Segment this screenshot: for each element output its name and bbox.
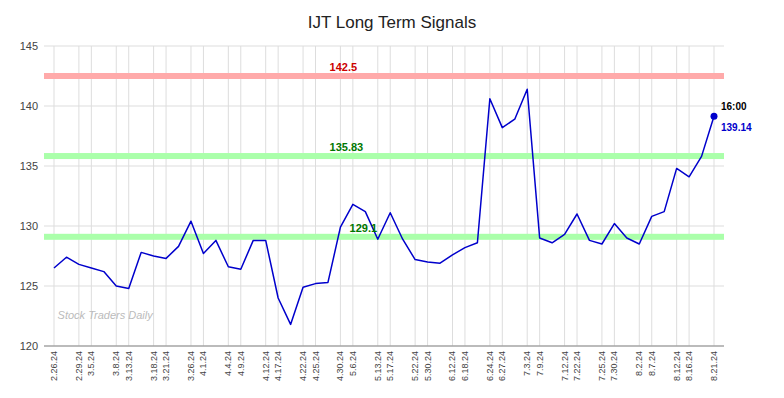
watermark: Stock Traders Daily <box>58 309 155 321</box>
x-grid-line <box>539 46 540 346</box>
x-grid-line <box>601 46 602 346</box>
x-grid-line <box>714 46 715 346</box>
x-tick-label: 3.18.24 <box>149 351 159 381</box>
signal-band <box>44 234 724 240</box>
x-tick-label: 8.21.24 <box>709 351 719 381</box>
x-tick-label: 4.17.24 <box>273 351 283 381</box>
x-tick-label: 3.21.24 <box>161 351 171 381</box>
y-tick-label: 130 <box>20 220 38 232</box>
x-grid-line <box>340 46 341 346</box>
x-tick-label: 4.12.24 <box>261 351 271 381</box>
y-tick-label: 135 <box>20 160 38 172</box>
x-tick-label: 7.3.24 <box>522 351 532 376</box>
end-time-label: 16:00 <box>721 101 747 112</box>
x-grid-line <box>190 46 191 346</box>
x-tick-label: 7.9.24 <box>535 351 545 376</box>
x-tick-label: 5.6.24 <box>348 351 358 376</box>
y-grid-line <box>44 166 724 167</box>
x-grid-line <box>452 46 453 346</box>
x-tick-label: 4.30.24 <box>335 351 345 381</box>
x-tick-label: 4.4.24 <box>223 351 233 376</box>
x-grid-line <box>203 46 204 346</box>
x-grid-line <box>128 46 129 346</box>
x-grid-line <box>689 46 690 346</box>
y-tick-label: 145 <box>20 40 38 52</box>
x-grid-line <box>502 46 503 346</box>
band-label: 129.1 <box>350 222 378 234</box>
x-tick-label: 2.29.24 <box>74 351 84 381</box>
x-tick-label: 4.25.24 <box>311 351 321 381</box>
x-tick-label: 3.8.24 <box>111 351 121 376</box>
y-tick-label: 120 <box>20 340 38 352</box>
x-grid-line <box>639 46 640 346</box>
x-tick-label: 7.12.24 <box>560 351 570 381</box>
x-grid-line <box>116 46 117 346</box>
x-tick-label: 8.16.24 <box>684 351 694 381</box>
x-tick-label: 7.22.24 <box>572 351 582 381</box>
signal-band <box>44 73 724 79</box>
y-grid-line <box>44 106 724 107</box>
x-grid-line <box>577 46 578 346</box>
y-tick-label: 140 <box>20 100 38 112</box>
x-grid-line <box>489 46 490 346</box>
x-grid-line <box>390 46 391 346</box>
x-tick-label: 8.12.24 <box>672 351 682 381</box>
price-line <box>54 89 714 324</box>
y-tick-label: 125 <box>20 280 38 292</box>
x-grid-line <box>377 46 378 346</box>
x-tick-label: 4.9.24 <box>236 351 246 376</box>
x-tick-label: 6.24.24 <box>485 351 495 381</box>
x-tick-label: 8.2.24 <box>634 351 644 376</box>
y-grid-line <box>44 286 724 287</box>
x-tick-label: 4.22.24 <box>298 351 308 381</box>
x-grid-line <box>228 46 229 346</box>
x-grid-line <box>240 46 241 346</box>
grid <box>44 46 724 346</box>
x-axis-line <box>44 346 724 347</box>
title: IJT Long Term Signals <box>308 13 477 32</box>
x-tick-label: 8.7.24 <box>647 351 657 376</box>
x-tick-label: 6.18.24 <box>460 351 470 381</box>
x-grid-line <box>78 46 79 346</box>
x-grid-line <box>427 46 428 346</box>
x-grid-line <box>315 46 316 346</box>
x-grid-line <box>278 46 279 346</box>
y-grid-line <box>44 46 724 47</box>
x-grid-line <box>265 46 266 346</box>
x-grid-line <box>303 46 304 346</box>
band-label: 142.5 <box>330 61 358 73</box>
x-grid-line <box>415 46 416 346</box>
x-tick-label: 7.25.24 <box>597 351 607 381</box>
chart: IJT Long Term Signals 120 125 130 135 140 145 2… <box>0 0 784 398</box>
end-value-label: 139.14 <box>721 122 752 133</box>
plot-area <box>44 73 724 324</box>
x-tick-label: 6.27.24 <box>497 351 507 381</box>
x-grid-line <box>166 46 167 346</box>
x-tick-label: 5.30.24 <box>423 351 433 381</box>
x-grid-line <box>91 46 92 346</box>
last-point <box>711 113 718 120</box>
x-tick-label: 5.22.24 <box>410 351 420 381</box>
y-grid-line <box>44 346 724 347</box>
x-grid-line <box>464 46 465 346</box>
x-grid-line <box>676 46 677 346</box>
x-grid-line <box>153 46 154 346</box>
x-tick-label: 6.12.24 <box>447 351 457 381</box>
signal-band <box>44 153 724 159</box>
x-grid-line <box>614 46 615 346</box>
x-tick-label: 5.17.24 <box>385 351 395 381</box>
x-tick-label: 3.5.24 <box>86 351 96 376</box>
band-label: 135.83 <box>330 141 364 153</box>
x-grid-line <box>352 46 353 346</box>
x-grid-line <box>564 46 565 346</box>
x-tick-label: 4.1.24 <box>198 351 208 376</box>
x-tick-label: 2.26.24 <box>49 351 59 381</box>
x-tick-label: 3.13.24 <box>124 351 134 381</box>
x-tick-label: 5.13.24 <box>373 351 383 381</box>
x-grid-line <box>651 46 652 346</box>
x-grid-line <box>54 46 55 346</box>
x-tick-label: 7.30.24 <box>609 351 619 381</box>
x-tick-label: 3.26.24 <box>186 351 196 381</box>
